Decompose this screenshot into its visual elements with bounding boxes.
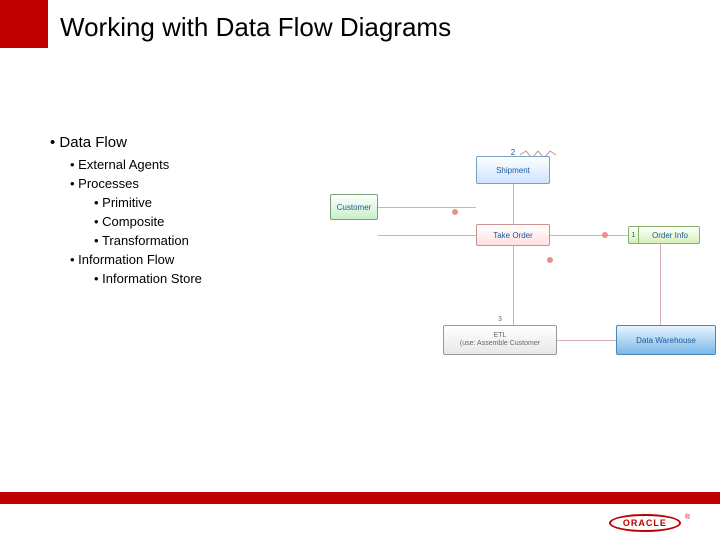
registered-icon: ® xyxy=(685,514,690,521)
arrow xyxy=(513,184,514,224)
node-label: Take Order xyxy=(493,231,533,240)
oracle-logo: ORACLE ® xyxy=(609,514,690,532)
arrow xyxy=(513,246,514,325)
bullet-l2: Information Flow xyxy=(70,252,360,267)
store-num: 1 xyxy=(629,227,639,243)
node-sublabel: (use: Assemble Customer xyxy=(460,340,540,348)
node-label: Shipment xyxy=(496,166,530,175)
node-num: 2 xyxy=(511,148,515,157)
node-etl: 3 ETL (use: Assemble Customer xyxy=(443,325,557,355)
footer-bar xyxy=(0,492,720,504)
slide-title: Working with Data Flow Diagrams xyxy=(60,12,451,43)
node-label: Order Info xyxy=(652,231,688,240)
arrow xyxy=(557,340,616,341)
brand-red-block xyxy=(0,0,48,48)
node-order-info: 1 Order Info xyxy=(628,226,700,244)
bullet-list: Data Flow External Agents Processes Prim… xyxy=(50,134,360,290)
bullet-l3: Transformation xyxy=(94,233,360,248)
node-shipment: 2 Shipment xyxy=(476,156,550,184)
bullet-l2: External Agents xyxy=(70,157,360,172)
node-label: Customer xyxy=(337,203,372,212)
logo-text: ORACLE xyxy=(609,514,681,532)
dataflow-diagram: Customer 2 Shipment Take Order 1 Order I… xyxy=(330,150,720,410)
node-customer: Customer xyxy=(330,194,378,220)
node-data-warehouse: Data Warehouse xyxy=(616,325,716,355)
arrow xyxy=(660,244,661,325)
bullet-l3: Primitive xyxy=(94,195,360,210)
bullet-l1: Data Flow xyxy=(50,134,360,151)
bullet-l3: Composite xyxy=(94,214,360,229)
node-label: Data Warehouse xyxy=(636,336,696,345)
node-label: ETL xyxy=(494,332,507,340)
flow-dot xyxy=(547,257,553,263)
flow-dot xyxy=(452,209,458,215)
bullet-l3: Information Store xyxy=(94,271,360,286)
arrow xyxy=(550,235,628,236)
arrow xyxy=(378,207,476,208)
flow-dot xyxy=(602,232,608,238)
bullet-l2: Processes xyxy=(70,176,360,191)
node-num: 3 xyxy=(498,316,502,324)
arrow xyxy=(378,235,476,236)
node-take-order: Take Order xyxy=(476,224,550,246)
